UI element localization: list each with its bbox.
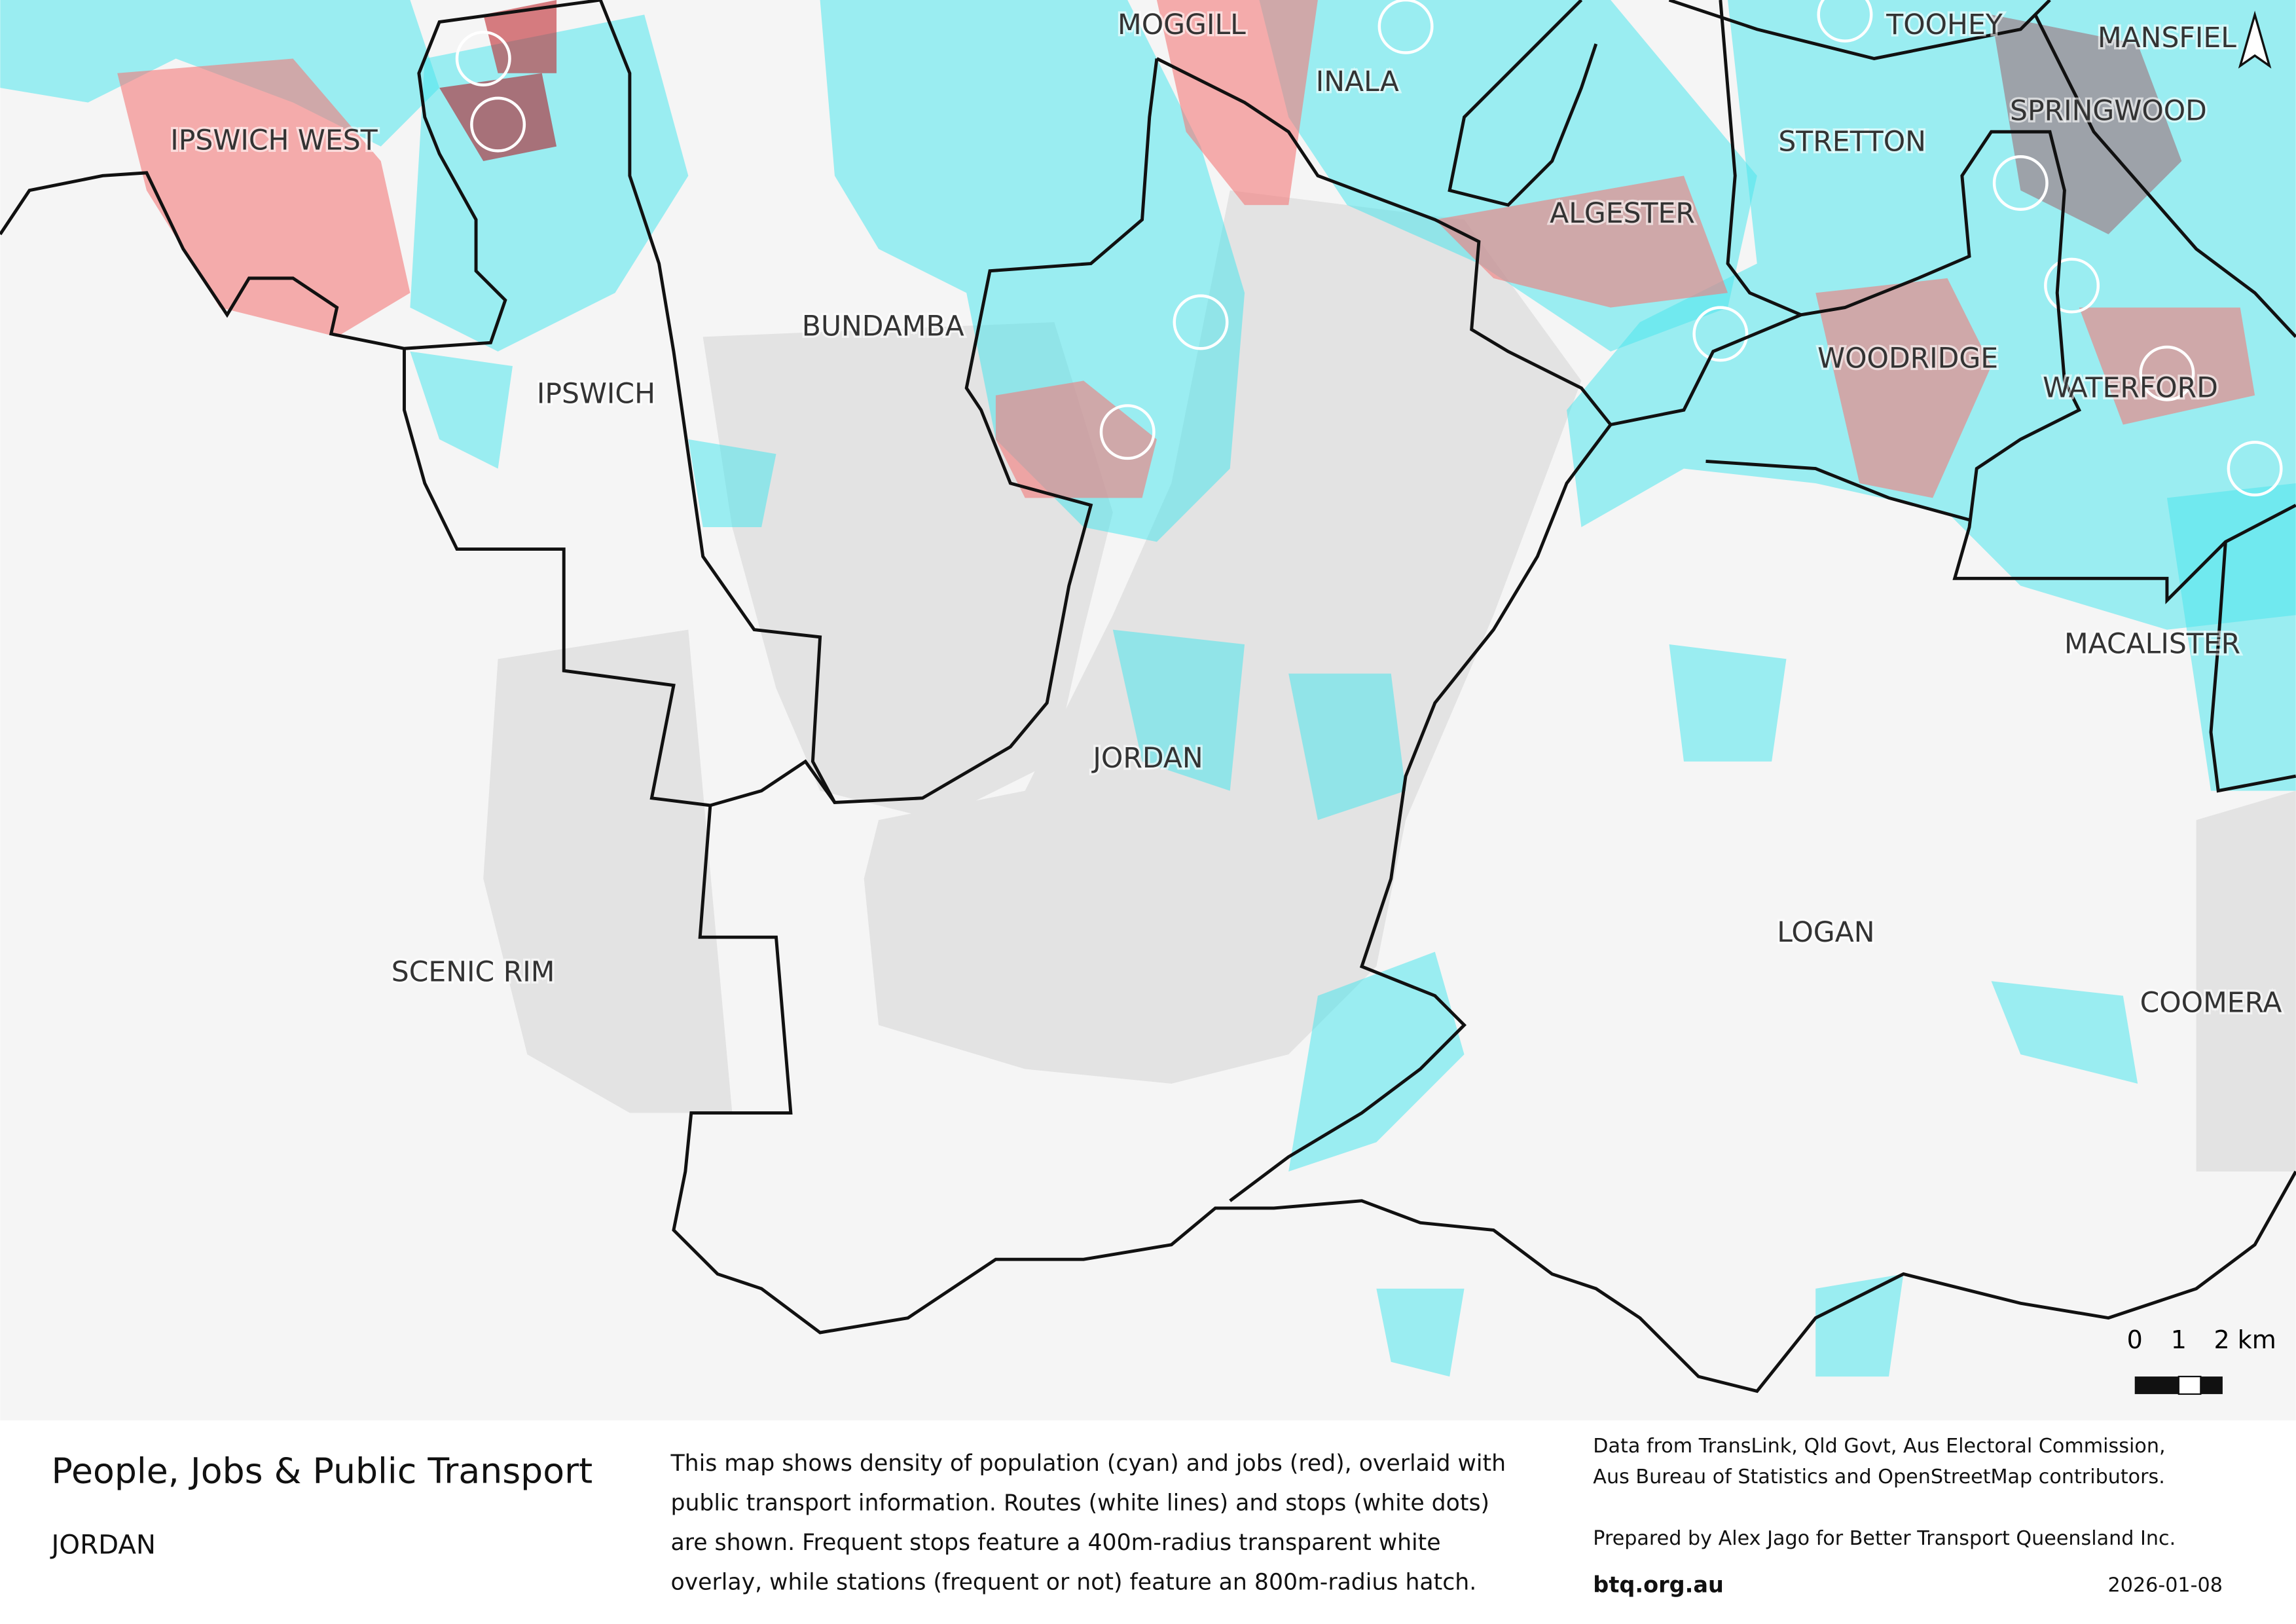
electorate-label: TOOHEY bbox=[1886, 9, 2003, 41]
credit-line: Data from TransLink, Qld Govt, Aus Elect… bbox=[1593, 1435, 2165, 1458]
electorate-label: SPRINGWOOD bbox=[2010, 96, 2207, 128]
credits: Data from TransLink, Qld Govt, Aus Elect… bbox=[1593, 1435, 2165, 1488]
date: 2026-01-08 bbox=[2108, 1574, 2223, 1596]
electorate-label: WATERFORD bbox=[2043, 372, 2218, 404]
electorate-label: INALA bbox=[1316, 66, 1399, 98]
electorate-label: WOODRIDGE bbox=[1817, 343, 1998, 375]
scale-segment bbox=[2178, 1375, 2202, 1395]
footer bbox=[0, 1420, 2296, 1624]
electorate-label: IPSWICH bbox=[537, 378, 655, 410]
scale-segment bbox=[2200, 1376, 2223, 1394]
scale-label: 0 bbox=[2127, 1325, 2143, 1354]
electorate-label: BUNDAMBA bbox=[802, 310, 964, 342]
north-arrow bbox=[2238, 10, 2272, 69]
electorate-label: COOMERA bbox=[2140, 987, 2282, 1020]
website: btq.org.au bbox=[1593, 1572, 1724, 1597]
electorate-label: MOGGILL bbox=[1118, 9, 1246, 41]
scale-label: 1 bbox=[2171, 1325, 2187, 1354]
jobs-density bbox=[117, 0, 2255, 498]
electorate-label: LOGAN bbox=[1777, 917, 1874, 949]
electorate-label: MANSFIEL bbox=[2098, 22, 2236, 54]
electorate-boundaries bbox=[0, 0, 2296, 1393]
electorate-label: ALGESTER bbox=[1550, 198, 1695, 230]
description-line: public transport information. Routes (wh… bbox=[670, 1490, 1489, 1517]
scale-bar: 0 1 2 km bbox=[2127, 1325, 2276, 1395]
electorate-label: MACALISTER bbox=[2064, 629, 2240, 661]
scale-segment bbox=[2134, 1376, 2179, 1394]
scale-label: 2 km bbox=[2214, 1325, 2276, 1354]
description-line: This map shows density of population (cy… bbox=[670, 1450, 1506, 1477]
electorate-labels: IPSWICH WEST MOGGILL INALA TOOHEY MANSFIEL SP… bbox=[168, 7, 2284, 1022]
station-hatches bbox=[455, 0, 2283, 497]
description-line: are shown. Frequent stops feature a 400m… bbox=[670, 1530, 1440, 1556]
footer-subtitle: JORDAN bbox=[50, 1530, 156, 1560]
description-line: overlay, while stations (frequent or not… bbox=[670, 1569, 1476, 1595]
electorate-label: IPSWICH WEST bbox=[170, 124, 378, 157]
electorate-label: STRETTON bbox=[1778, 126, 1926, 158]
credit-line: Aus Bureau of Statistics and OpenStreetM… bbox=[1593, 1466, 2165, 1488]
footer-title: People, Jobs & Public Transport bbox=[52, 1450, 593, 1491]
electorate-label: SCENIC RIM bbox=[392, 957, 555, 989]
prepared-by: Prepared by Alex Jago for Better Transpo… bbox=[1593, 1527, 2176, 1550]
electorate-label: JORDAN bbox=[1091, 743, 1203, 775]
description: This map shows density of population (cy… bbox=[670, 1450, 1506, 1595]
